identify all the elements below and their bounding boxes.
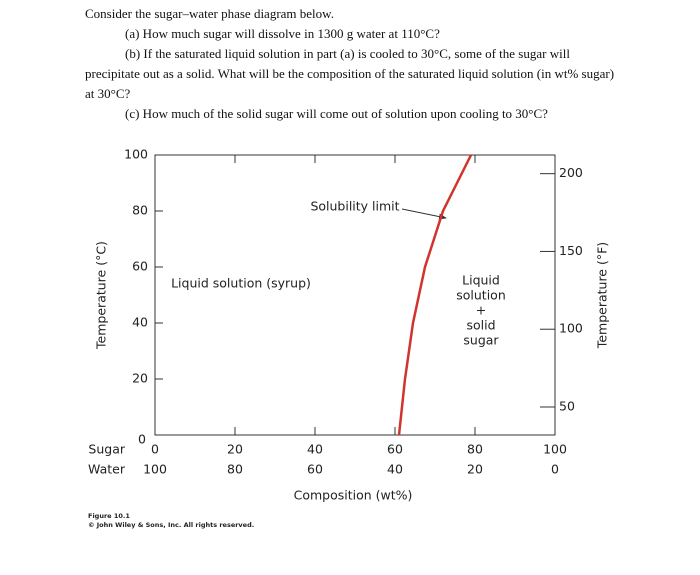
question: Consider the sugar–water phase diagram b… xyxy=(85,4,620,124)
credit: © John Wiley & Sons, Inc. All rights res… xyxy=(88,521,254,529)
part-c: (c) How much of the solid sugar will com… xyxy=(125,106,548,121)
x2-tick-label: 80 xyxy=(227,462,243,477)
part-a: (a) How much sugar will dissolve in 1300… xyxy=(125,26,440,41)
x2-tick-label: 60 xyxy=(307,462,323,477)
annotation: solution xyxy=(456,288,506,303)
x-tick-label: 0 xyxy=(151,442,159,457)
y-tick-label: 20 xyxy=(132,371,148,386)
y-axis-title: Temperature (°C) xyxy=(94,241,109,350)
plot-frame xyxy=(154,154,556,436)
x-tick-label: 60 xyxy=(387,442,403,457)
annotation: + xyxy=(476,303,486,318)
y-tick-label: 40 xyxy=(132,315,148,330)
y2-tick-label: 50 xyxy=(559,399,575,414)
y2-tick-label: 200 xyxy=(559,165,583,180)
x-axis-title: Composition (wt%) xyxy=(294,488,413,503)
x-tick-label: 80 xyxy=(467,442,483,457)
x2-tick-label: 20 xyxy=(467,462,483,477)
arrow xyxy=(401,208,447,220)
x2-tick-label: 100 xyxy=(143,462,167,477)
x-tick-label: 100 xyxy=(543,442,567,457)
part-b: (b) If the saturated liquid solution in … xyxy=(85,46,615,101)
x2-tick-label: 0 xyxy=(551,462,559,477)
y2-tick-label: 150 xyxy=(559,243,583,258)
y2-tick-label: 100 xyxy=(559,321,583,336)
annotation: Liquid xyxy=(462,273,500,288)
row-label: Sugar xyxy=(88,442,125,457)
x2-tick-label: 40 xyxy=(387,462,403,477)
y-tick-label: 60 xyxy=(132,259,148,274)
row-label: Water xyxy=(88,462,126,477)
annotation: Liquid solution (syrup) xyxy=(171,276,311,291)
annotation: solid xyxy=(466,318,495,333)
caption: Figure 10.1 xyxy=(88,512,130,520)
legend-label: Solubility limit xyxy=(310,199,399,214)
intro: Consider the sugar–water phase diagram b… xyxy=(85,6,334,21)
y-tick-label: 0 xyxy=(138,432,146,447)
y-tick-label: 100 xyxy=(124,147,148,162)
annotation: sugar xyxy=(463,333,499,348)
y2-axis-title: Temperature (°F) xyxy=(595,242,610,349)
x-tick-label: 20 xyxy=(227,442,243,457)
solubility-curve xyxy=(397,154,473,437)
x-tick-label: 40 xyxy=(307,442,323,457)
y-tick-label: 80 xyxy=(132,203,148,218)
